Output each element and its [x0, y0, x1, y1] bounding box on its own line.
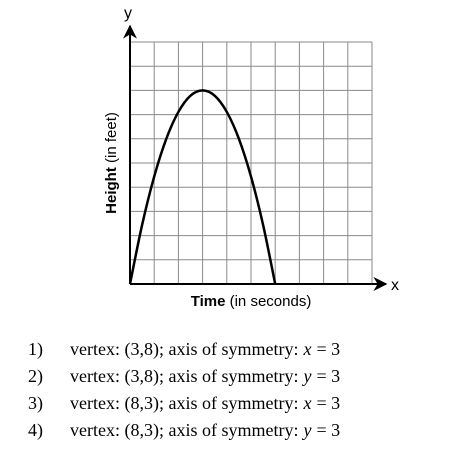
- choice-variable: x: [302, 393, 311, 413]
- choice-variable: y: [301, 420, 311, 440]
- choice-variable: x: [302, 339, 311, 359]
- y-label-rest: (in feet): [103, 112, 120, 163]
- choice-text: vertex: (8,3); axis of symmetry: x = 3: [70, 393, 340, 414]
- choice-number: 3): [28, 393, 43, 414]
- choice-text: vertex: (8,3); axis of symmetry: y = 3: [70, 420, 340, 441]
- choice-text: vertex: (3,8); axis of symmetry: y = 3: [70, 366, 340, 387]
- x-axis-label: Time (in seconds): [191, 293, 312, 310]
- choice-equation: = 3: [316, 393, 340, 413]
- choice-number: 2): [28, 366, 43, 387]
- choice-body: vertex: (3,8); axis of symmetry:: [70, 366, 298, 387]
- curve: [128, 89, 277, 285]
- choice-body: vertex: (8,3); axis of symmetry:: [70, 420, 298, 441]
- choice-equation: = 3: [316, 366, 340, 386]
- plot: [123, 24, 388, 291]
- choice-text: vertex: (3,8); axis of symmetry: x = 3: [70, 339, 340, 360]
- choice-body: vertex: (3,8); axis of symmetry:: [70, 339, 298, 360]
- y-axis-letter: y: [124, 5, 132, 22]
- choice-body: vertex: (8,3); axis of symmetry:: [70, 393, 298, 414]
- choice-number: 1): [28, 339, 43, 360]
- choices: 1) vertex: (3,8); axis of symmetry: x = 32)…: [28, 339, 340, 441]
- choice-equation: = 3: [316, 339, 340, 359]
- y-axis-label: Height (in feet): [103, 112, 120, 214]
- x-axis-letter: x: [391, 277, 399, 294]
- y-label-bold: Height: [103, 167, 120, 214]
- choice-equation: = 3: [316, 420, 340, 440]
- choice-number: 4): [28, 420, 43, 441]
- choice-variable: y: [301, 366, 311, 386]
- x-label-bold: Time: [191, 293, 226, 310]
- x-label-rest: (in seconds): [230, 293, 312, 310]
